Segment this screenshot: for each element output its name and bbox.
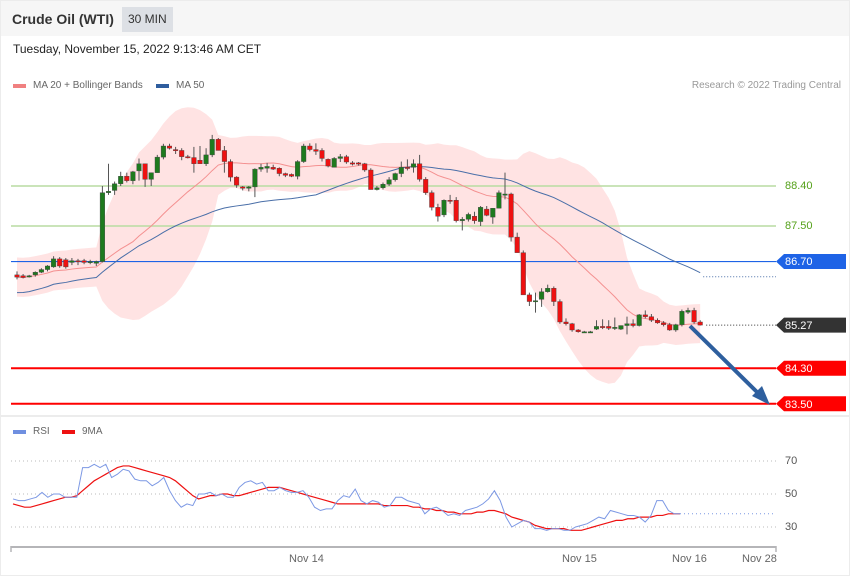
- level-tag-84-30: 84.30: [785, 363, 813, 375]
- level-tag-83-50: 83.50: [785, 399, 813, 411]
- rsi-axis-30: 30: [785, 521, 798, 533]
- legend-9ma: 9MA: [62, 426, 103, 437]
- instrument-title: Crude Oil (WTI): [12, 11, 114, 27]
- ma20-swatch-icon: [13, 83, 26, 88]
- last-price-tag: 85.27: [785, 320, 813, 332]
- legend-label: 9MA: [82, 426, 103, 437]
- rsi-axis-70: 70: [785, 455, 798, 467]
- legend-ma20: MA 20 + Bollinger Bands: [13, 80, 143, 91]
- level-label-87-50: 87.50: [785, 220, 813, 232]
- interval-badge[interactable]: 30 MIN: [122, 7, 173, 32]
- 9ma-swatch-icon: [62, 429, 75, 434]
- legend-rsi: RSI: [13, 426, 50, 437]
- x-tick-nov28: Nov 28: [742, 553, 777, 565]
- legend-label: MA 50: [176, 80, 205, 91]
- timestamp: Tuesday, November 15, 2022 9:13:46 AM CE…: [13, 42, 262, 56]
- rsi-axis-50: 50: [785, 488, 798, 500]
- legend-ma50: MA 50: [156, 80, 204, 91]
- forecast-arrow-icon: [752, 386, 770, 405]
- ma50-swatch-icon: [156, 83, 169, 88]
- level-tag-86-70: 86.70: [785, 256, 813, 268]
- bollinger-band: [17, 107, 701, 384]
- copyright-credit: Research © 2022 Trading Central: [691, 80, 841, 91]
- rsi-swatch-icon: [13, 429, 26, 434]
- x-tick-nov15: Nov 15: [562, 553, 597, 565]
- panel-divider: [1, 415, 849, 417]
- x-tick-nov14: Nov 14: [289, 553, 324, 565]
- header-bar: Crude Oil (WTI) 30 MIN: [1, 1, 849, 36]
- legend-label: RSI: [33, 426, 50, 437]
- level-label-88-40: 88.40: [785, 180, 813, 192]
- x-tick-nov16: Nov 16: [672, 553, 707, 565]
- legend-label: MA 20 + Bollinger Bands: [33, 80, 143, 91]
